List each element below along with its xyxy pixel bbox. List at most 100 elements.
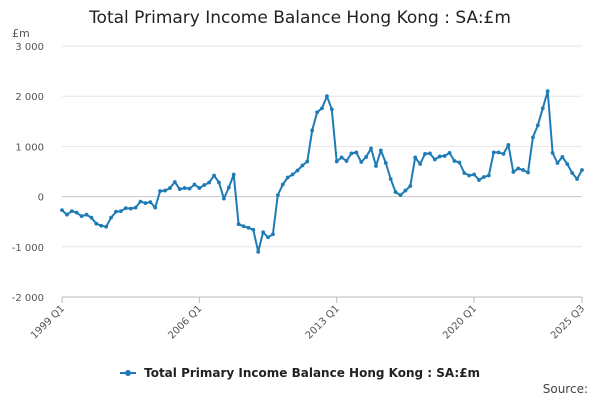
data-point[interactable] (295, 168, 300, 173)
data-point[interactable] (305, 159, 310, 164)
data-point[interactable] (226, 185, 231, 190)
data-point[interactable] (325, 94, 329, 99)
data-point[interactable] (202, 183, 207, 187)
data-point[interactable] (393, 190, 398, 194)
data-point[interactable] (99, 223, 104, 228)
data-point[interactable] (320, 106, 324, 111)
data-point[interactable] (138, 199, 143, 204)
data-point[interactable] (256, 249, 261, 254)
data-point[interactable] (177, 187, 182, 191)
data-point[interactable] (114, 209, 118, 214)
data-point[interactable] (457, 160, 462, 165)
data-point[interactable] (550, 151, 555, 155)
data-point[interactable] (128, 206, 133, 211)
legend[interactable]: Total Primary Income Balance Hong Kong :… (0, 366, 600, 380)
data-point[interactable] (182, 186, 187, 190)
data-point[interactable] (570, 171, 575, 175)
data-point[interactable] (221, 196, 226, 201)
data-point[interactable] (65, 212, 69, 217)
data-point[interactable] (531, 135, 535, 140)
data-point[interactable] (104, 224, 109, 229)
data-point[interactable] (109, 215, 113, 220)
data-point[interactable] (79, 214, 84, 219)
data-point[interactable] (290, 172, 295, 177)
data-point[interactable] (212, 173, 216, 178)
data-point[interactable] (364, 155, 369, 159)
data-point[interactable] (413, 155, 418, 160)
data-point[interactable] (535, 123, 540, 128)
data-point[interactable] (197, 186, 202, 190)
data-point[interactable] (344, 159, 349, 163)
data-point[interactable] (374, 164, 378, 168)
data-point[interactable] (555, 161, 560, 165)
data-point[interactable] (315, 110, 319, 115)
data-point[interactable] (241, 224, 246, 229)
data-point[interactable] (354, 150, 359, 155)
data-point[interactable] (251, 227, 256, 232)
data-point[interactable] (280, 182, 285, 187)
data-point[interactable] (418, 162, 423, 166)
data-point[interactable] (329, 107, 334, 112)
data-point[interactable] (383, 161, 388, 165)
data-point[interactable] (236, 222, 241, 227)
data-point[interactable] (506, 142, 511, 147)
data-point[interactable] (423, 152, 427, 156)
data-point[interactable] (168, 186, 172, 190)
data-point[interactable] (496, 150, 501, 155)
data-point[interactable] (310, 128, 315, 133)
data-point[interactable] (359, 160, 364, 164)
data-point[interactable] (261, 230, 266, 235)
data-point[interactable] (89, 215, 94, 220)
data-point[interactable] (516, 166, 521, 171)
data-point[interactable] (231, 172, 236, 177)
data-point[interactable] (94, 221, 99, 226)
data-point[interactable] (540, 106, 545, 111)
data-point[interactable] (163, 188, 167, 193)
data-point[interactable] (481, 175, 486, 179)
data-point[interactable] (300, 163, 305, 168)
data-point[interactable] (565, 162, 570, 166)
data-point[interactable] (378, 148, 383, 153)
data-point[interactable] (339, 155, 344, 160)
data-point[interactable] (217, 180, 221, 185)
data-point[interactable] (432, 157, 437, 162)
data-point[interactable] (148, 200, 153, 205)
data-point[interactable] (486, 173, 491, 178)
data-point[interactable] (408, 184, 413, 188)
data-point[interactable] (388, 177, 393, 181)
data-point[interactable] (511, 170, 516, 174)
data-point[interactable] (403, 188, 408, 193)
data-point[interactable] (246, 225, 251, 230)
data-point[interactable] (521, 168, 526, 172)
data-point[interactable] (60, 208, 64, 213)
data-point[interactable] (349, 151, 354, 156)
data-point[interactable] (266, 235, 270, 240)
data-point[interactable] (133, 205, 138, 210)
data-point[interactable] (123, 206, 128, 211)
data-point[interactable] (271, 232, 275, 237)
data-point[interactable] (501, 152, 506, 156)
data-point[interactable] (575, 177, 579, 181)
data-point[interactable] (192, 182, 197, 187)
data-point[interactable] (442, 154, 447, 158)
data-point[interactable] (285, 175, 290, 180)
data-point[interactable] (477, 178, 481, 182)
data-point[interactable] (472, 172, 476, 177)
data-point[interactable] (467, 173, 472, 178)
data-point[interactable] (560, 155, 565, 159)
data-point[interactable] (428, 151, 432, 156)
data-point[interactable] (153, 205, 158, 210)
data-point[interactable] (158, 189, 163, 193)
data-point[interactable] (187, 186, 192, 191)
data-point[interactable] (580, 168, 584, 172)
data-point[interactable] (172, 180, 177, 184)
data-point[interactable] (452, 159, 457, 163)
data-point[interactable] (118, 209, 123, 214)
data-point[interactable] (74, 210, 79, 215)
data-point[interactable] (437, 154, 442, 159)
data-point[interactable] (398, 193, 403, 197)
data-point[interactable] (491, 150, 496, 155)
data-point[interactable] (545, 89, 550, 94)
data-point[interactable] (207, 180, 212, 185)
data-point[interactable] (526, 170, 530, 175)
